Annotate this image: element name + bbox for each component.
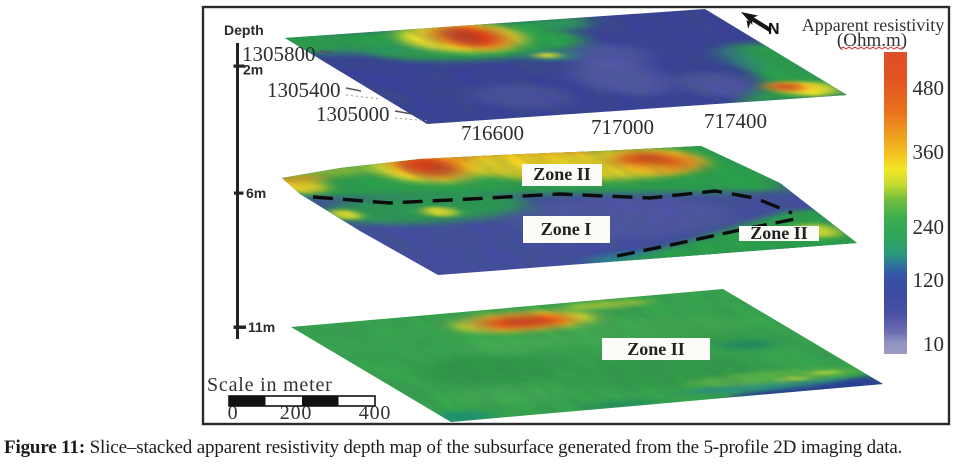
svg-text:400: 400 (359, 402, 391, 424)
svg-text:11m: 11m (248, 319, 275, 335)
svg-text:2m: 2m (243, 62, 263, 78)
svg-text:240: 240 (913, 215, 945, 239)
svg-text:Scale in meter: Scale in meter (207, 374, 333, 396)
svg-text:717000: 717000 (591, 115, 654, 139)
svg-text:(Ohm.m): (Ohm.m) (837, 30, 907, 51)
svg-text:717400: 717400 (704, 109, 767, 133)
svg-text:N: N (768, 21, 780, 38)
svg-text:Apparent resistivity: Apparent resistivity (802, 15, 944, 35)
svg-text:Figure 11: Slice–stacked appar: Figure 11: Slice–stacked apparent resist… (4, 437, 902, 458)
svg-text:Depth: Depth (224, 22, 264, 38)
svg-text:Zone II: Zone II (627, 339, 685, 359)
svg-text:10: 10 (923, 332, 944, 356)
svg-text:Zone II: Zone II (533, 164, 591, 184)
svg-text:0: 0 (228, 402, 239, 424)
svg-text:6m: 6m (246, 185, 266, 201)
svg-text:1305800: 1305800 (242, 42, 316, 66)
svg-text:Zone II: Zone II (750, 223, 808, 243)
svg-text:200: 200 (280, 402, 312, 424)
svg-text:1305000: 1305000 (316, 102, 390, 126)
svg-text:Zone I: Zone I (541, 219, 592, 239)
svg-text:1305400: 1305400 (267, 78, 341, 102)
svg-text:360: 360 (913, 140, 945, 164)
svg-text:480: 480 (913, 76, 945, 100)
svg-text:716600: 716600 (461, 121, 524, 145)
svg-text:120: 120 (913, 268, 945, 292)
